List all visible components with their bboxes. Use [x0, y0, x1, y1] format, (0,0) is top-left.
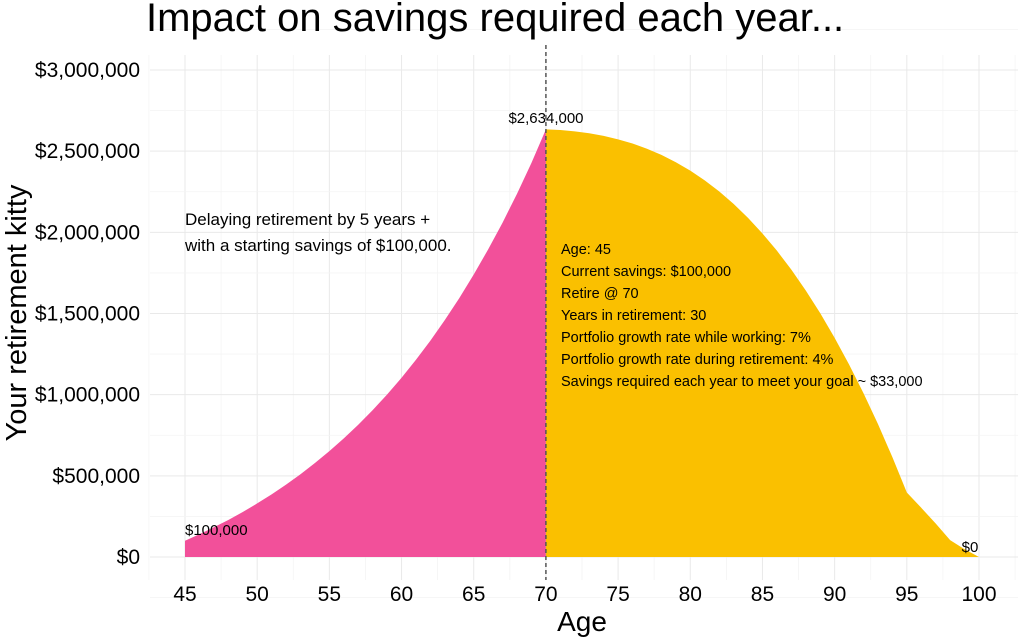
y-tick-label: $500,000 — [52, 465, 140, 488]
x-tick-label: 55 — [318, 583, 341, 606]
accumulation-area — [185, 129, 546, 557]
info-line-savings: Current savings: $100,000 — [561, 264, 731, 280]
start-value-label: $100,000 — [185, 522, 248, 539]
y-axis-label: Your retirement kitty — [1, 184, 33, 441]
info-line-age: Age: 45 — [561, 242, 611, 258]
info-line-growth-retired: Portfolio growth rate during retirement:… — [561, 352, 834, 368]
y-tick-label: $0 — [117, 546, 140, 569]
info-line-retire: Retire @ 70 — [561, 286, 639, 302]
info-line-growth-working: Portfolio growth rate while working: 7% — [561, 330, 811, 346]
peak-value-label: $2,634,000 — [508, 110, 583, 127]
x-tick-label: 100 — [961, 583, 996, 606]
x-axis-label: Age — [557, 606, 607, 637]
x-tick-label: 95 — [895, 583, 918, 606]
info-line-required: Savings required each year to meet your … — [561, 374, 923, 390]
delay-note-line: Delaying retirement by 5 years + — [185, 210, 430, 229]
end-value-label: $0 — [962, 539, 979, 556]
y-tick-labels: $0 $500,000 $1,000,000 $1,500,000 $2,000,000… — [35, 59, 140, 569]
y-tick-label: $2,500,000 — [35, 140, 140, 163]
delay-note-line: with a starting savings of $100,000. — [184, 236, 452, 255]
areas — [185, 129, 979, 557]
delay-note: Delaying retirement by 5 years + with a … — [184, 210, 452, 255]
info-line-years: Years in retirement: 30 — [561, 308, 706, 324]
x-tick-label: 50 — [246, 583, 269, 606]
x-tick-label: 65 — [462, 583, 485, 606]
x-tick-labels: 45 50 55 60 65 70 75 80 85 90 95 100 — [173, 583, 996, 606]
y-tick-label: $3,000,000 — [35, 59, 140, 82]
x-tick-label: 70 — [534, 583, 557, 606]
y-tick-label: $1,500,000 — [35, 303, 140, 326]
x-tick-label: 75 — [606, 583, 629, 606]
assumptions-box: Age: 45 Current savings: $100,000 Retire… — [561, 242, 923, 390]
x-tick-label: 90 — [823, 583, 846, 606]
x-tick-label: 60 — [390, 583, 413, 606]
chart-title: Impact on savings required each year... — [146, 0, 844, 40]
x-tick-label: 45 — [173, 583, 196, 606]
y-tick-label: $2,000,000 — [35, 221, 140, 244]
x-tick-label: 85 — [751, 583, 774, 606]
x-tick-label: 80 — [679, 583, 702, 606]
drawdown-area — [545, 129, 979, 557]
y-tick-label: $1,000,000 — [35, 384, 140, 407]
